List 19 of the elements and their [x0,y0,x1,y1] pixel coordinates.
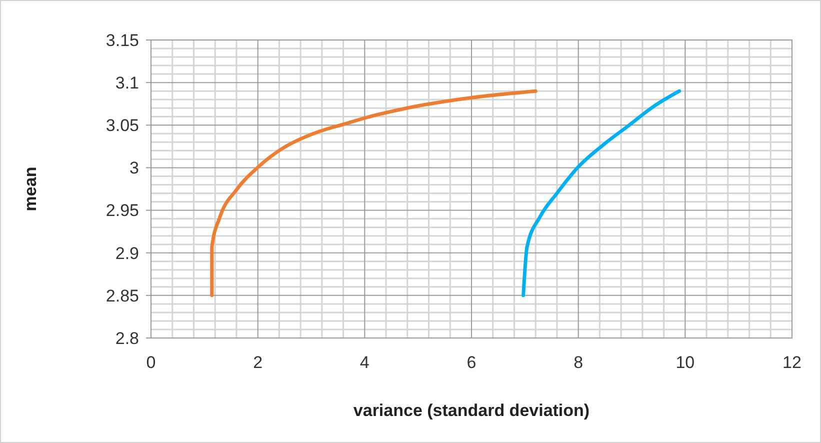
y-tick-label: 3.1 [115,74,139,93]
x-tick-label: 12 [782,353,802,372]
x-tick-label: 8 [574,353,584,372]
y-tick-label: 2.9 [115,244,139,263]
x-tick-label: 10 [676,353,695,372]
y-tick-label: 2.95 [106,201,139,220]
y-axis-title: mean [21,166,40,212]
y-tick-label: 3.15 [106,30,139,50]
x-tick-label: 4 [360,353,370,372]
y-tick-label: 3 [130,158,139,178]
x-tick-label: 2 [253,353,263,372]
x-tick-label: 0 [146,353,156,372]
x-tick-label: 6 [466,353,476,372]
line-series [522,89,682,298]
line-series [210,89,538,298]
y-tick-label: 2.85 [106,286,139,306]
x-axis-title: variance (standard deviation) [353,401,590,420]
y-tick-label: 2.8 [115,328,139,348]
y-tick-label: 3.05 [106,116,139,136]
